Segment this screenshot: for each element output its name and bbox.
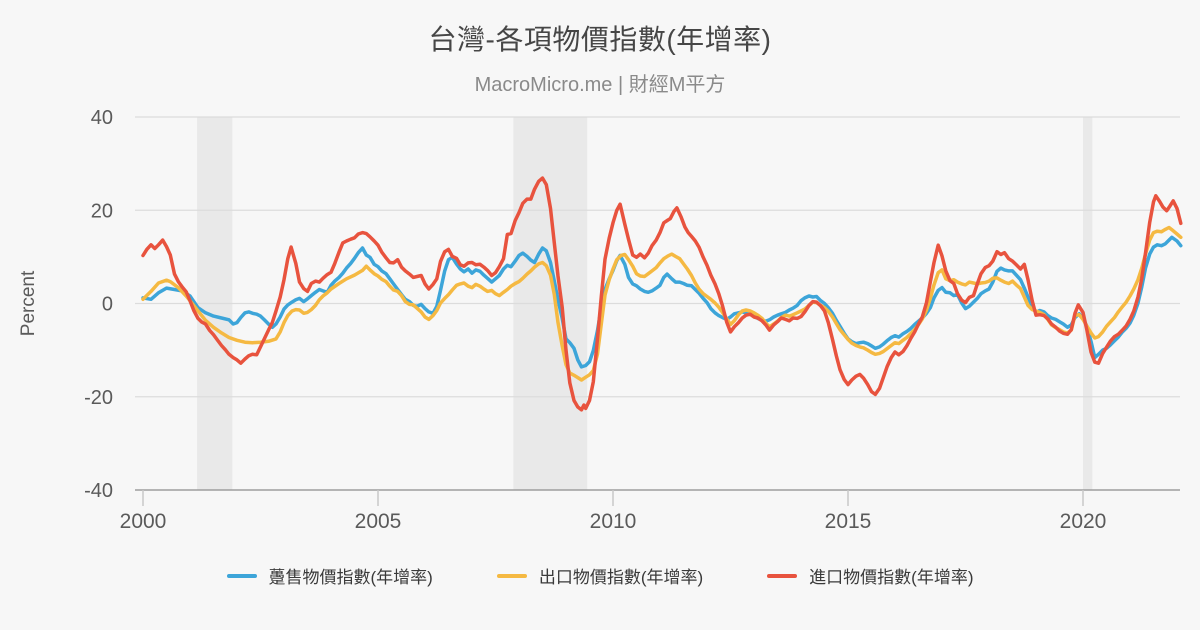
x-tick-label: 2015 [825,510,872,533]
legend-item-export[interactable]: 出口物價指數(年增率) [496,563,704,588]
legend: 躉售物價指數(年增率) 出口物價指數(年增率) 進口物價指數(年增率) [0,563,1200,588]
chart-header: 台灣-各項物價指數(年增率) MacroMicro.me | 財經M平方 [0,0,1200,97]
chart-title: 台灣-各項物價指數(年增率) [428,24,772,55]
legend-label: 躉售物價指數(年增率) [268,568,433,587]
legend-item-wholesale[interactable]: 躉售物價指數(年增率) [226,563,433,588]
series-lines [141,176,1183,412]
y-tick-label: -20 [84,387,113,409]
x-axis [135,489,1180,506]
legend-label: 出口物價指數(年增率) [538,568,704,587]
y-tick-label: 40 [91,107,113,129]
legend-swatch-export [496,573,527,578]
legend-item-import[interactable]: 進口物價指數(年增率) [767,563,973,588]
legend-label: 進口物價指數(年增率) [809,568,974,587]
x-tick-label: 2020 [1060,510,1107,533]
x-tick-label: 2010 [590,510,637,533]
y-tick-label: -40 [84,480,113,502]
series-line-wholesale [141,235,1183,369]
x-tick-label: 2000 [120,510,167,533]
y-axis-labels: 40 20 0 -20 -40 [84,107,113,502]
x-axis-labels: 2000 2005 2010 2015 2020 [120,510,1107,533]
gridlines [135,116,1180,398]
legend-swatch-wholesale [226,573,257,578]
legend-swatch-import [767,573,798,578]
series-line-import [141,176,1183,412]
x-tick-label: 2005 [355,510,402,533]
chart-subtitle: MacroMicro.me | 財經M平方 [474,74,726,96]
series-line-export [141,225,1183,382]
y-tick-label: 20 [91,200,113,222]
y-tick-label: 0 [102,294,113,316]
y-axis-title: Percent [18,270,39,336]
